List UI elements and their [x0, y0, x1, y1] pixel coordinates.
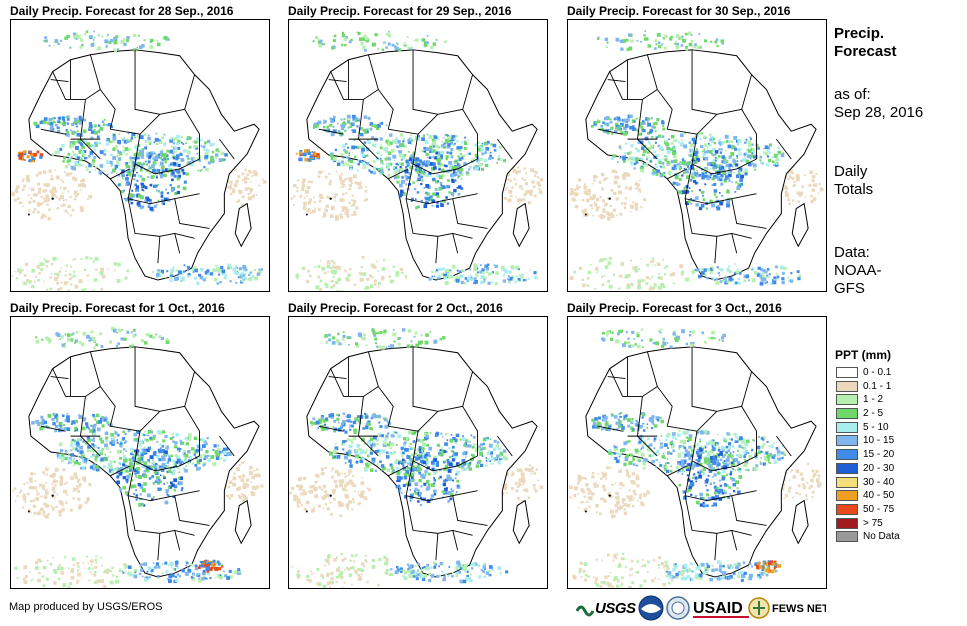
totals-line2: Totals	[834, 181, 874, 198]
fews-net-logo: FEWS NET	[748, 595, 829, 626]
legend-swatch	[836, 421, 858, 433]
forecast-panel: Daily Precip. Forecast for 2 Oct., 2016	[288, 301, 558, 589]
credit-text: Map produced by USGS/EROS	[9, 601, 163, 613]
legend-swatch	[836, 517, 858, 529]
legend-label: 30 - 40	[863, 476, 895, 488]
precip-map	[567, 19, 827, 292]
precip-map	[10, 19, 270, 292]
data-source-line1: Data:	[834, 244, 870, 261]
usaid-logo: USAID	[693, 596, 755, 625]
legend-label: 5 - 10	[863, 421, 889, 433]
data-source-line2: NOAA-	[834, 262, 882, 279]
africa-map-graphic	[289, 327, 544, 588]
precip-map	[288, 316, 548, 589]
fews-net-logo-text: FEWS NET	[772, 603, 826, 615]
legend-label: 15 - 20	[863, 449, 895, 461]
usaid-logo-text: USAID	[693, 600, 743, 617]
africa-map-graphic	[569, 30, 824, 291]
precip-map	[288, 19, 548, 292]
sidebar-title-line1: Precip.	[834, 25, 885, 42]
usgs-logo-text: USGS	[595, 600, 636, 617]
asof-date: Sep 28, 2016	[834, 104, 924, 121]
doi-seal-logo	[666, 595, 690, 626]
legend-label: No Data	[863, 531, 900, 543]
africa-map-graphic	[568, 328, 822, 588]
legend-label: 1 - 2	[863, 394, 884, 406]
legend-label: 40 - 50	[863, 490, 895, 502]
precip-map	[10, 316, 270, 589]
forecast-panel: Daily Precip. Forecast for 3 Oct., 2016	[567, 301, 837, 589]
logo-strip: USGS USAID FEWS NET	[575, 594, 829, 625]
legend-swatch	[836, 380, 858, 392]
legend-swatch	[836, 367, 858, 378]
legend-swatch	[836, 490, 858, 502]
panel-title: Daily Precip. Forecast for 3 Oct., 2016	[567, 301, 782, 315]
legend-label: 2 - 5	[863, 408, 884, 420]
africa-map-graphic	[11, 30, 267, 291]
legend-label: 0 - 0.1	[863, 367, 892, 378]
legend-swatch	[836, 531, 858, 543]
legend-swatch	[836, 408, 858, 420]
panel-title: Daily Precip. Forecast for 30 Sep., 2016	[567, 4, 791, 18]
asof-label: as of:	[834, 86, 871, 103]
forecast-panel: Daily Precip. Forecast for 28 Sep., 2016	[10, 4, 280, 292]
precip-map	[567, 316, 827, 589]
usgs-logo: USGS	[575, 597, 637, 624]
legend-label: > 75	[863, 517, 883, 529]
legend-swatch	[836, 462, 858, 474]
legend-label: 10 - 15	[863, 435, 895, 447]
panel-title: Daily Precip. Forecast for 29 Sep., 2016	[288, 4, 512, 18]
forecast-panel: Daily Precip. Forecast for 30 Sep., 2016	[567, 4, 837, 292]
legend-swatch	[836, 476, 858, 488]
legend-swatch	[836, 503, 858, 515]
data-source-line3: GFS	[834, 280, 865, 297]
legend-swatch	[836, 449, 858, 461]
panel-title: Daily Precip. Forecast for 1 Oct., 2016	[10, 301, 225, 315]
africa-map-graphic	[290, 30, 544, 291]
legend-swatch	[836, 394, 858, 406]
totals-line1: Daily	[834, 163, 868, 180]
sidebar-title-line2: Forecast	[834, 43, 897, 60]
legend-title: PPT (mm)	[835, 348, 892, 362]
noaa-logo	[638, 595, 664, 626]
legend-swatch	[836, 435, 858, 447]
legend-label: 20 - 30	[863, 462, 895, 474]
africa-map-graphic	[12, 327, 264, 588]
legend-label: 0.1 - 1	[863, 380, 892, 392]
forecast-panel: Daily Precip. Forecast for 1 Oct., 2016	[10, 301, 280, 589]
forecast-panel: Daily Precip. Forecast for 29 Sep., 2016	[288, 4, 558, 292]
legend-label: 50 - 75	[863, 503, 895, 515]
panel-title: Daily Precip. Forecast for 28 Sep., 2016	[10, 4, 234, 18]
panel-title: Daily Precip. Forecast for 2 Oct., 2016	[288, 301, 503, 315]
